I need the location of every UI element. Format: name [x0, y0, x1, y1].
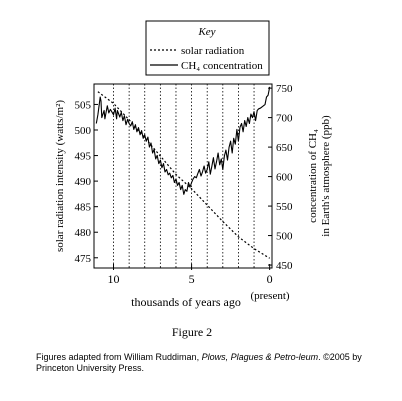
- vertical-dotted-lines: [113, 84, 255, 268]
- legend-title: Key: [197, 26, 215, 38]
- legend-box: [145, 20, 270, 76]
- caption-suffix: . ©2005 by Princeton University Press.: [36, 352, 362, 373]
- series-layer: [95, 86, 271, 259]
- left-tick-label: 480: [75, 227, 92, 239]
- x-axis-label: thousands of years ago: [131, 295, 241, 309]
- left-tick-label: 495: [75, 151, 92, 163]
- caption-book-title: Plows, Plagues & Petro-leum: [201, 352, 319, 362]
- legend-label-ch4-concentration: CH₄ concentration: [181, 60, 263, 72]
- left-tick-label: 485: [75, 202, 92, 214]
- right-tick-label: 750: [276, 83, 293, 95]
- plot-frame: [93, 83, 273, 269]
- x-tick-label: 5: [189, 272, 195, 286]
- right-tick-label: 550: [276, 201, 293, 213]
- x-tick-label: 10: [108, 272, 120, 286]
- x-axis-ticks: 10 5 0: [108, 264, 273, 286]
- right-tick-label: 450: [276, 260, 293, 272]
- x-tick-note: (present): [250, 290, 289, 302]
- series-line-ch4-concentration: [95, 86, 271, 195]
- left-tick-label: 500: [75, 125, 92, 137]
- right-tick-label: 500: [276, 231, 293, 243]
- right-axis-label-line-1: concentration of CH₄: [307, 129, 319, 223]
- left-tick-label: 490: [75, 176, 92, 188]
- legend-label-solar-radiation: solar radiation: [181, 45, 245, 57]
- right-tick-label: 650: [276, 142, 293, 154]
- figure-caption: Figures adapted from William Ruddiman, P…: [36, 352, 376, 374]
- right-tick-label: 700: [276, 113, 293, 125]
- right-axis-label-line-2: in Earth's atmosphere (ppb): [320, 115, 332, 237]
- x-tick-label: 0: [267, 272, 273, 286]
- caption-prefix: Figures adapted from William Ruddiman,: [36, 352, 202, 362]
- right-axis-ticks: 450 500 550 600 650 700 750: [268, 83, 293, 272]
- figure-label: Figure 2: [172, 325, 212, 339]
- legend: Key solar radiation CH₄ concentration: [145, 20, 270, 76]
- plot-area: 475 480 485 490 495 500 505 450 500 550 600 650 700…: [75, 83, 294, 286]
- left-axis-ticks: 475 480 485 490 495 500 505: [75, 99, 98, 265]
- series-line-solar-radiation: [97, 91, 271, 259]
- left-tick-label: 475: [75, 253, 92, 265]
- left-axis-label: solar radiation intensity (watts/m²): [54, 100, 66, 252]
- left-tick-label: 505: [75, 99, 92, 111]
- right-tick-label: 600: [276, 172, 293, 184]
